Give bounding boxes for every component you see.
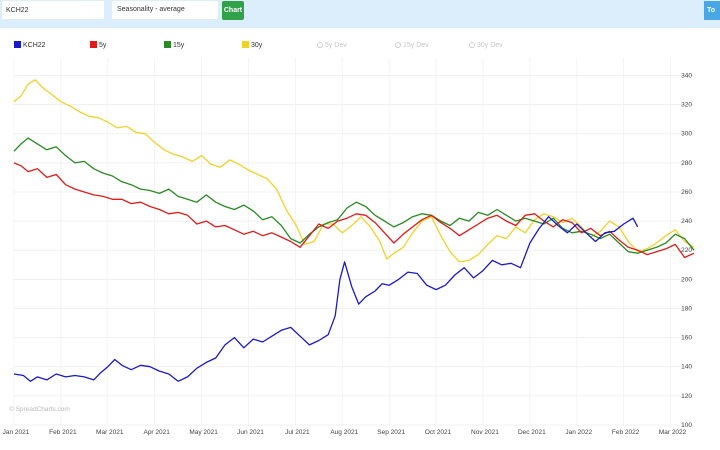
x-tick-label: Sep 2021 xyxy=(377,429,405,436)
tools-button[interactable]: To xyxy=(704,1,720,20)
y-tick-label: 200 xyxy=(681,276,692,283)
x-tick-label: Jul 2021 xyxy=(285,429,310,436)
legend-item-30y[interactable]: 30y xyxy=(242,40,262,52)
y-tick-label: 240 xyxy=(681,218,692,225)
y-tick-label: 120 xyxy=(681,393,692,400)
y-tick-label: 100 xyxy=(681,422,692,429)
x-tick-label: Mar 2022 xyxy=(659,429,687,436)
chart-series xyxy=(13,79,695,382)
x-tick-label: Jun 2021 xyxy=(237,429,264,436)
legend-label: 15y Dev xyxy=(403,42,429,49)
series-line-5y xyxy=(13,162,695,259)
x-tick-label: Apr 2021 xyxy=(143,429,170,436)
watermark: © SpreadCharts.com xyxy=(9,405,70,413)
legend-item-5y-dev[interactable]: 5y Dev xyxy=(317,40,347,52)
x-tick-label: May 2021 xyxy=(189,429,218,436)
legend-item-15y[interactable]: 15y xyxy=(164,40,184,52)
symbol-input[interactable] xyxy=(2,1,104,19)
x-tick-label: Dec 2021 xyxy=(518,429,546,436)
x-tick-label: Mar 2021 xyxy=(96,429,124,436)
legend-swatch xyxy=(395,42,401,48)
y-axis: 100 120 140 160 180 200 220 240 260 280 300 320 340 xyxy=(681,72,692,429)
x-tick-label: Jan 2021 xyxy=(3,429,30,436)
x-tick-label: Oct 2021 xyxy=(425,429,452,436)
series-line-30y xyxy=(13,79,695,263)
toolbar: Seasonality - average Chart To xyxy=(0,0,720,28)
legend-label: 30y xyxy=(251,42,263,49)
legend-label: 5y Dev xyxy=(325,42,347,49)
legend-swatch xyxy=(164,41,171,48)
legend-swatch xyxy=(14,41,21,48)
legend-swatch xyxy=(242,41,249,48)
legend-label: 30y Dev xyxy=(477,42,503,49)
legend-swatch xyxy=(90,41,97,48)
legend-item-5y[interactable]: 5y xyxy=(90,40,106,52)
y-tick-label: 300 xyxy=(681,131,692,138)
legend-item-30y-dev[interactable]: 30y Dev xyxy=(469,40,503,52)
legend-label: 15y xyxy=(173,42,185,49)
legend-item-kch22[interactable]: KCH22 xyxy=(14,40,46,52)
x-tick-label: Aug 2021 xyxy=(330,429,358,436)
chart-button[interactable]: Chart xyxy=(222,1,244,20)
legend-label: 5y xyxy=(99,42,107,49)
x-axis: Jan 2021 Feb 2021 Mar 2021 Apr 2021 May 2021… xyxy=(3,429,687,436)
series-line-kch22 xyxy=(13,216,639,382)
chart-grid xyxy=(13,58,694,426)
y-tick-label: 160 xyxy=(681,335,692,342)
legend-swatch xyxy=(469,42,475,48)
legend-item-15y-dev[interactable]: 15y Dev xyxy=(395,40,429,52)
legend-label: KCH22 xyxy=(23,42,46,49)
x-tick-label: Jan 2022 xyxy=(565,429,592,436)
x-tick-label: Feb 2022 xyxy=(612,429,640,436)
mode-select[interactable]: Seasonality - average xyxy=(112,1,218,19)
legend-swatch xyxy=(317,42,323,48)
y-tick-label: 280 xyxy=(681,160,692,167)
y-tick-label: 220 xyxy=(681,247,692,254)
y-tick-label: 140 xyxy=(681,364,692,371)
y-tick-label: 180 xyxy=(681,305,692,312)
x-tick-label: Feb 2021 xyxy=(49,429,77,436)
x-tick-label: Nov 2021 xyxy=(471,429,499,436)
y-tick-label: 260 xyxy=(681,189,692,196)
y-tick-label: 340 xyxy=(681,72,692,79)
y-tick-label: 320 xyxy=(681,102,692,109)
